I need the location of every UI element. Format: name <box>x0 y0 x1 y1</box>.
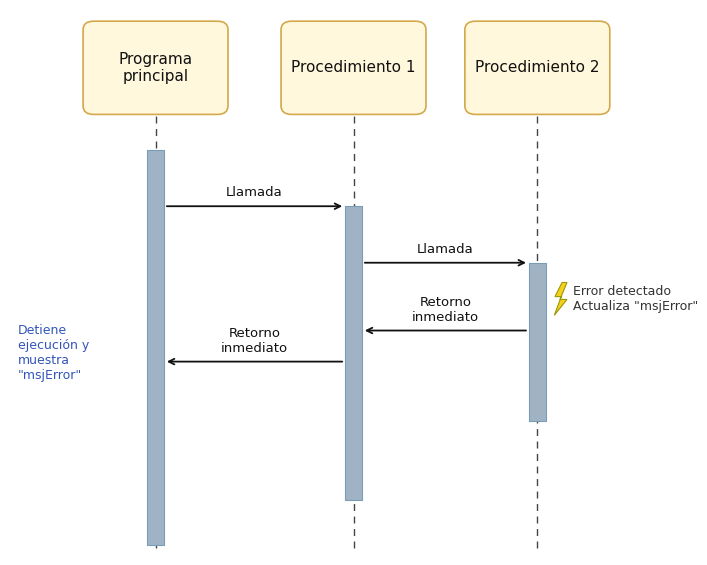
Text: Retorno
inmediato: Retorno inmediato <box>221 327 288 355</box>
FancyBboxPatch shape <box>83 21 228 114</box>
Bar <box>147 150 164 545</box>
Text: Programa
principal: Programa principal <box>119 51 192 84</box>
Text: Detiene
ejecución y
muestra
"msjError": Detiene ejecución y muestra "msjError" <box>18 324 89 382</box>
FancyBboxPatch shape <box>281 21 426 114</box>
Text: Llamada: Llamada <box>226 186 283 199</box>
Text: Procedimiento 1: Procedimiento 1 <box>291 60 416 75</box>
Bar <box>345 206 362 500</box>
Text: Error detectado
Actualiza "msjError": Error detectado Actualiza "msjError" <box>573 285 698 314</box>
Polygon shape <box>554 282 567 315</box>
Text: Llamada: Llamada <box>417 243 474 256</box>
Bar <box>529 263 546 421</box>
Text: Retorno
inmediato: Retorno inmediato <box>412 295 479 324</box>
FancyBboxPatch shape <box>465 21 609 114</box>
Text: Procedimiento 2: Procedimiento 2 <box>475 60 600 75</box>
